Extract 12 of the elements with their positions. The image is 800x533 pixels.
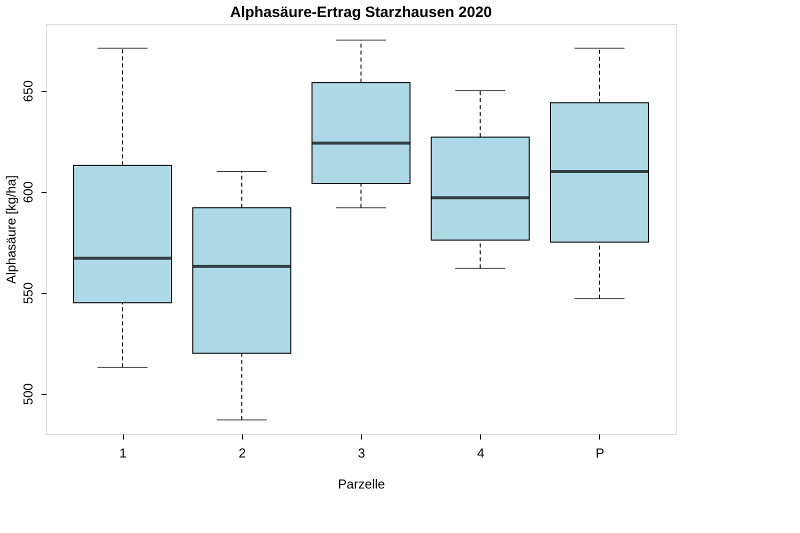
y-tick-label: 500 — [20, 383, 36, 405]
x-tick-label: 3 — [358, 446, 366, 460]
x-axis-title: Parzelle — [338, 476, 385, 492]
x-tick-label: 4 — [477, 446, 484, 460]
chart-title: Alphasäure-Ertrag Starzhausen 2020 — [230, 4, 492, 21]
x-tick-label: 2 — [238, 446, 246, 460]
y-tick-label: 550 — [20, 282, 36, 304]
x-tick-label: 1 — [119, 446, 127, 460]
y-axis-title: Alphasäure [kg/ha] — [4, 175, 18, 284]
x-tick-label: P — [596, 446, 604, 460]
y-tick-label: 600 — [20, 181, 36, 203]
y-tick-label: 650 — [20, 80, 36, 102]
